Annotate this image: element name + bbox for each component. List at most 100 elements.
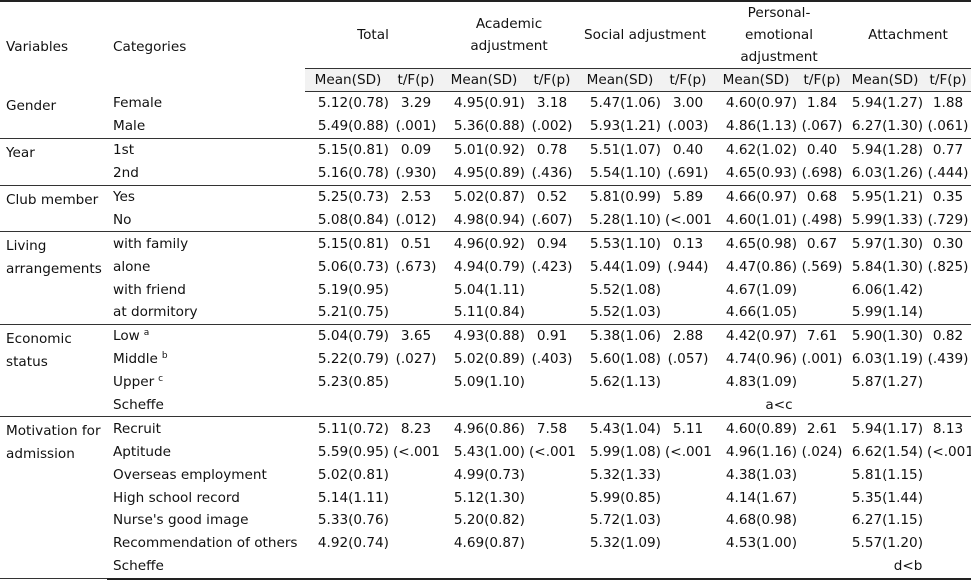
tfp-cell: (.930) (391, 161, 441, 186)
scheffe-empty-cell (441, 554, 577, 580)
category-label: Upper c (107, 371, 305, 394)
mean-sd-cell: 5.54(1.10) (577, 161, 663, 186)
tfp-cell: (.024) (801, 443, 843, 460)
mean-sd-cell: 5.84(1.30) (851, 258, 924, 275)
tfp-cell: (.691) (663, 161, 714, 186)
category-text: 1st (113, 142, 135, 159)
category-text: Yes (113, 189, 135, 205)
tfp-cell (925, 509, 971, 532)
mean-sd-cell: 4.95(0.89) (441, 161, 527, 186)
mean-sd-cell: 4.93(0.88) (453, 328, 525, 345)
variable-label: Motivation for admission (0, 416, 107, 580)
category-text: Nurse's good image (113, 512, 249, 529)
tfp-cell: (.698) (799, 161, 846, 186)
mean-sd-cell: 5.21(0.75) (305, 301, 391, 325)
category-label: Aptitude (107, 440, 305, 463)
table-row: Recommendation of others 4.92(0.74) 4.69(0… (0, 532, 971, 555)
subheader-academic-mean-sd: Mean(SD) (441, 68, 527, 92)
mean-sd-cell: 5.06(0.73) (317, 258, 389, 275)
tfp-cell: 0.78 (536, 142, 568, 159)
mean-sd-cell: 5.28(1.10) (577, 208, 663, 233)
mean-sd-cell: 4.95(0.91) (453, 95, 525, 112)
tfp-cell: (.403) (531, 351, 573, 368)
mean-sd-cell: 4.99(0.73) (453, 466, 525, 483)
tfp-cell (527, 301, 577, 325)
tfp-cell: 0.30 (932, 235, 964, 252)
header-group-social: Social adjustment (577, 0, 714, 69)
mean-sd-cell: 4.74(0.96) (725, 351, 798, 368)
category-text: Overseas employment (113, 466, 267, 483)
tfp-cell (663, 509, 713, 532)
subheader-personal-tfp: t/F(p) (799, 68, 846, 92)
mean-sd-cell: 5.14(1.11) (317, 489, 389, 506)
mean-sd-cell: 4.94(0.79) (453, 258, 525, 275)
tfp-cell (663, 371, 713, 394)
category-label: Recommendation of others (107, 532, 305, 555)
mean-sd-cell: 5.62(1.13) (589, 374, 661, 391)
mean-sd-cell: 6.62(1.54) (851, 443, 924, 460)
mean-sd-cell: 5.12(1.30) (453, 489, 525, 506)
category-label: High school record (107, 486, 305, 509)
category-label: Male (107, 114, 305, 139)
tfp-cell (527, 532, 577, 555)
tfp-cell: 0.94 (536, 235, 568, 252)
category-text: 2nd (113, 165, 139, 182)
mean-sd-cell: 4.14(1.67) (725, 489, 798, 506)
tfp-cell: (.423) (531, 258, 573, 275)
table-row: Overseas employment 5.02(0.81) 4.99(0.73) 5… (0, 463, 971, 486)
subheader-social-mean-sd: Mean(SD) (577, 68, 663, 92)
mean-sd-cell: 6.27(1.15) (851, 512, 924, 529)
variable-label: Living arrangements (0, 231, 107, 325)
tfp-cell (391, 301, 441, 325)
mean-sd-cell: 5.59(0.95) (317, 443, 389, 460)
mean-sd-cell: 5.43(1.00) (453, 443, 525, 460)
table-row: Middle b 5.22(0.79) (.027) 5.02(0.89) (.403) 5… (0, 348, 971, 371)
mean-sd-cell: 5.93(1.21) (577, 114, 663, 139)
tfp-cell: (.825) (927, 258, 969, 275)
scheffe-empty-cell (577, 554, 714, 580)
header-group-attachment: Attachment (845, 0, 971, 69)
mean-sd-cell: 5.94(1.27) (851, 95, 924, 112)
mean-sd-cell: 5.32(1.09) (589, 535, 661, 552)
table-row: alone 5.06(0.73) (.673) 4.94(0.79) (.423) 5.4… (0, 255, 971, 278)
mean-sd-cell: 5.15(0.81) (317, 235, 389, 252)
mean-sd-cell: 6.27(1.30) (845, 114, 926, 139)
table-row: Economic status Low a 5.04(0.79) 3.65 4.93(0.… (0, 324, 971, 418)
table-row: No 5.08(0.84) (.012) 4.98(0.94) (.607) 5.28(1… (0, 208, 971, 233)
tfp-cell: 5.11 (672, 420, 704, 437)
category-superscript: a (143, 327, 150, 338)
mean-sd-cell: 5.19(0.95) (317, 281, 389, 298)
mean-sd-cell: 4.47(0.86) (725, 258, 798, 275)
tfp-cell: (.067) (799, 114, 846, 139)
subheader-academic-tfp: t/F(p) (527, 68, 577, 92)
mean-sd-cell: 4.66(0.97) (725, 189, 798, 205)
tfp-cell (799, 532, 845, 555)
table-row: Aptitude 5.59(0.95) (<.001) 5.43(1.00) (<.00… (0, 440, 971, 463)
mean-sd-cell: 4.98(0.94) (441, 208, 527, 233)
tfp-cell (391, 371, 441, 394)
mean-sd-cell: 4.92(0.74) (317, 535, 389, 552)
tfp-cell: 0.68 (806, 189, 838, 205)
header-categories: Categories (107, 0, 305, 92)
tfp-cell: (.436) (527, 161, 577, 186)
mean-sd-cell: 5.72(1.03) (589, 512, 661, 529)
category-superscript: b (161, 350, 168, 361)
mean-sd-cell: 5.32(1.33) (589, 466, 661, 483)
tfp-cell: 3.00 (672, 95, 704, 112)
tfp-cell (391, 278, 441, 301)
tfp-cell: 2.88 (672, 328, 704, 345)
tfp-cell (799, 463, 845, 486)
mean-sd-cell: 4.96(0.92) (453, 235, 525, 252)
tfp-cell: (.027) (395, 351, 437, 368)
subheader-attachment-mean-sd: Mean(SD) (845, 68, 926, 92)
tfp-cell (799, 278, 845, 301)
mean-sd-cell: 4.38(1.03) (725, 466, 798, 483)
category-label: Middle b (107, 348, 305, 371)
category-text: alone (113, 258, 151, 275)
tfp-cell: (.439) (927, 351, 969, 368)
tfp-cell (663, 532, 713, 555)
mean-sd-cell: 5.81(1.15) (851, 466, 924, 483)
table-row: 2nd 5.16(0.78) (.930) 4.95(0.89) (.436) 5.54(… (0, 161, 971, 186)
table-row: Male 5.49(0.88) (.001) 5.36(0.88) (.002) 5.93… (0, 114, 971, 139)
